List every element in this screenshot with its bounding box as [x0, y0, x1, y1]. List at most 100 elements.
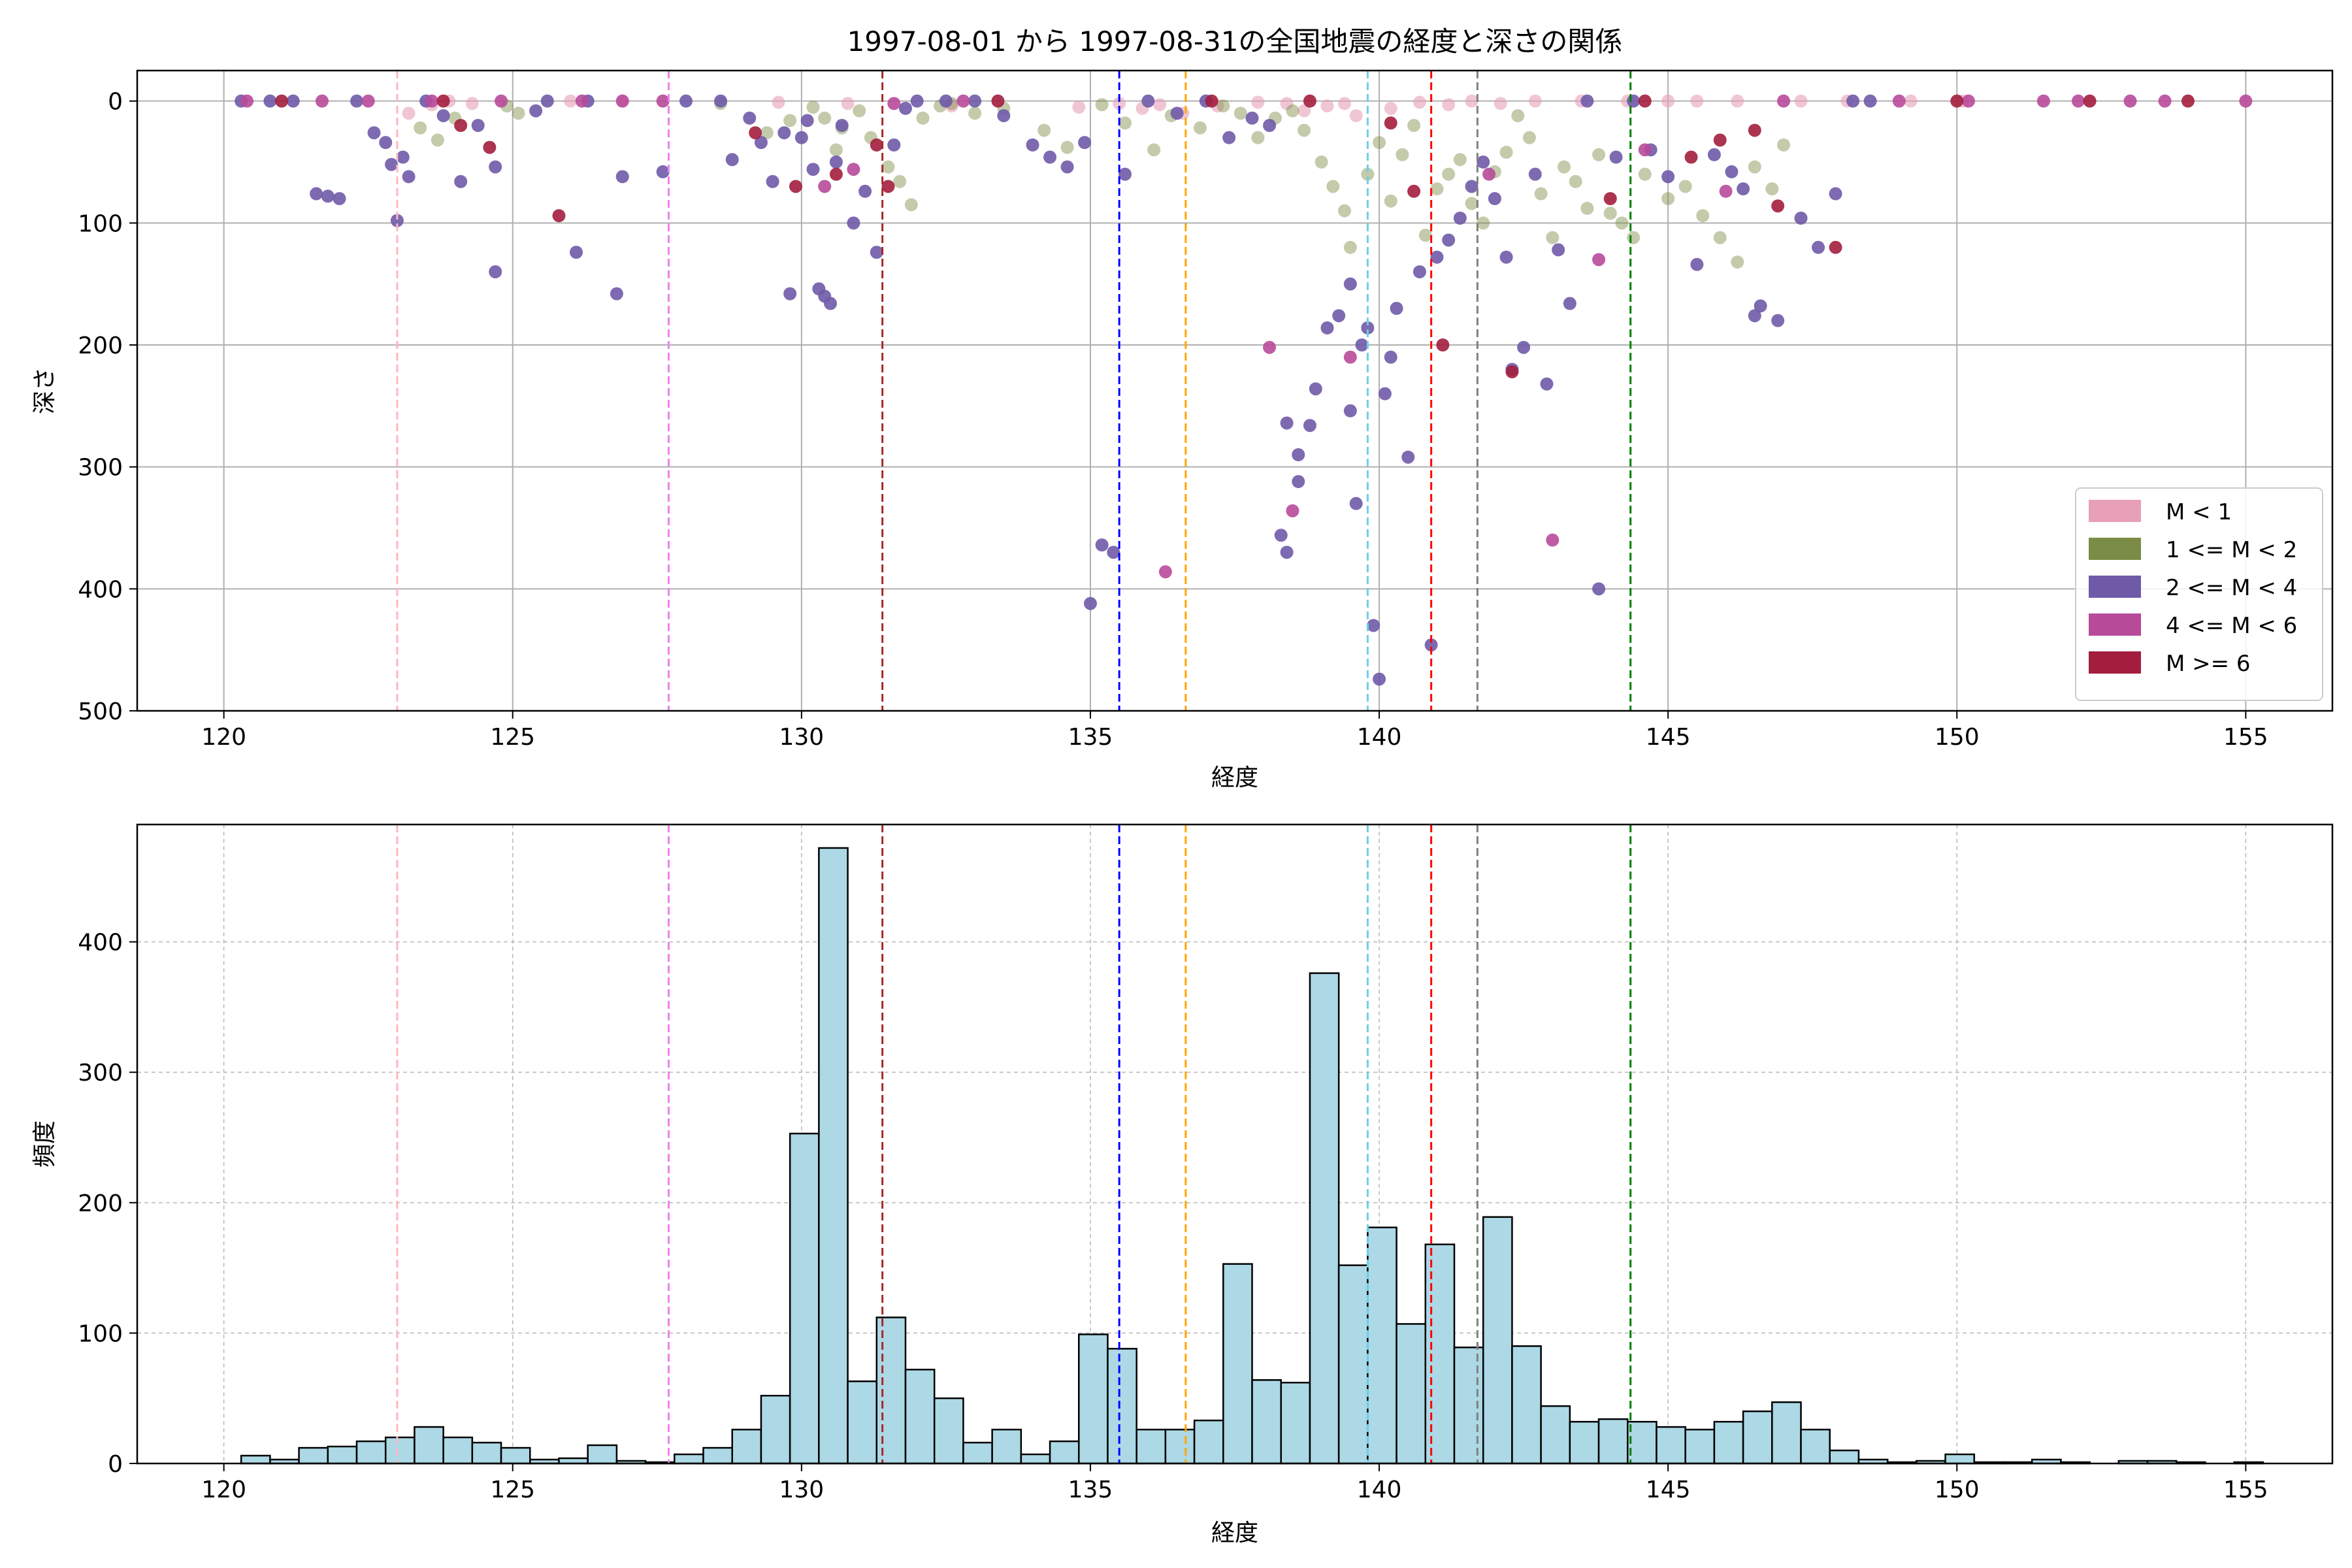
scatter-point: [1338, 204, 1351, 218]
scatter-point: [1303, 94, 1316, 108]
scatter-panel: 1997-08-01 から 1997-08-31の全国地震の経度と深さの関係 1…: [31, 25, 2334, 791]
scatter-point: [1251, 95, 1265, 109]
histogram-bar: [818, 847, 849, 1465]
scatter-points: [235, 94, 2253, 686]
histogram-bar: [1771, 1401, 1802, 1465]
scatter-point: [800, 114, 814, 127]
scatter-point: [454, 174, 468, 188]
scatter-point: [1505, 365, 1519, 379]
scatter-point: [1477, 155, 1490, 169]
scatter-point: [1453, 211, 1467, 225]
chart-title: 1997-08-01 から 1997-08-31の全国地震の経度と深さの関係: [847, 25, 1623, 57]
histogram-bars: [240, 847, 2264, 1465]
scatter-point: [1418, 229, 1432, 242]
scatter-y-tick-label: 0: [108, 89, 123, 116]
histogram-reference-lines: [396, 825, 1632, 1463]
scatter-point: [991, 94, 1005, 108]
scatter-point: [1320, 321, 1334, 335]
scatter-point: [1338, 97, 1351, 110]
scatter-point: [968, 106, 982, 120]
scatter-point: [1315, 155, 1328, 169]
scatter-point: [575, 94, 589, 108]
legend-label: M < 1: [2166, 499, 2232, 525]
scatter-point: [1748, 123, 1761, 137]
scatter-point: [1043, 150, 1057, 164]
scatter-point: [1725, 165, 1739, 178]
scatter-point: [1245, 111, 1259, 125]
scatter-x-tick-label: 150: [1935, 724, 1980, 751]
scatter-y-label: 深さ: [31, 367, 58, 414]
scatter-point: [1384, 194, 1397, 208]
scatter-point: [956, 94, 970, 108]
scatter-x-tick-label: 145: [1646, 724, 1691, 751]
scatter-point: [1292, 448, 1305, 461]
scatter-point: [379, 136, 393, 150]
histogram-bar: [1482, 1216, 1513, 1465]
scatter-point: [367, 126, 381, 140]
scatter-point: [1661, 192, 1675, 205]
scatter-point: [968, 94, 982, 108]
scatter-point: [275, 94, 289, 108]
scatter-point: [1846, 94, 1860, 108]
histogram-bar: [355, 1440, 387, 1465]
scatter-point: [350, 94, 363, 108]
scatter-point: [1707, 148, 1721, 161]
scatter-x-label: 経度: [1211, 764, 1258, 791]
histogram-bar: [731, 1428, 762, 1465]
legend-swatch: [2089, 576, 2141, 598]
scatter-point: [1528, 94, 1542, 108]
scatter-x-ticks: 120 125 130 135 140 145 150 155: [201, 711, 2268, 751]
scatter-point: [841, 97, 855, 110]
scatter-point: [1713, 231, 1727, 244]
histogram-bar: [414, 1426, 444, 1465]
histogram-bar: [1078, 1333, 1109, 1465]
scatter-point: [240, 94, 253, 108]
scatter-point: [396, 150, 410, 164]
scatter-point: [1777, 94, 1790, 108]
scatter-point: [540, 94, 554, 108]
scatter-point: [1777, 138, 1790, 152]
scatter-point: [2036, 94, 2050, 108]
scatter-reference-lines: [396, 71, 1632, 711]
scatter-point: [1731, 94, 1744, 108]
histogram-bar: [1251, 1379, 1282, 1465]
histogram-bar: [962, 1441, 993, 1465]
scatter-point: [2123, 94, 2137, 108]
scatter-point: [847, 163, 860, 176]
legend-label: 1 <= M < 2: [2166, 537, 2297, 563]
histogram-bar: [327, 1445, 358, 1465]
scatter-point: [1343, 404, 1357, 417]
scatter-point: [783, 287, 797, 301]
histogram-bar: [1511, 1345, 1542, 1465]
histogram-bar: [760, 1394, 791, 1465]
scatter-point: [1465, 197, 1478, 210]
histogram-bar: [1367, 1226, 1397, 1465]
scatter-point: [1904, 94, 1918, 108]
legend-label: 2 <= M < 4: [2166, 575, 2297, 601]
scatter-point: [402, 106, 416, 120]
histogram-y-tick-label: 100: [78, 1320, 123, 1347]
histogram-bar: [1135, 1428, 1167, 1465]
scatter-point: [610, 287, 623, 301]
scatter-point: [1083, 596, 1097, 610]
scatter-point: [829, 155, 843, 169]
histogram-x-tick-label: 135: [1068, 1477, 1113, 1503]
scatter-x-tick-label: 135: [1068, 724, 1113, 751]
scatter-point: [310, 187, 323, 201]
scatter-point: [1193, 121, 1207, 135]
scatter-point: [1153, 98, 1167, 112]
histogram-bar: [1944, 1453, 1976, 1465]
scatter-point: [1592, 253, 1606, 267]
scatter-point: [465, 97, 479, 110]
scatter-x-tick-label: 120: [201, 724, 246, 751]
histogram-bar: [1107, 1348, 1137, 1465]
histogram-bar: [789, 1132, 820, 1465]
histogram-bar: [847, 1380, 878, 1465]
histogram-x-tick-label: 145: [1646, 1477, 1691, 1503]
scatter-point: [1298, 123, 1311, 137]
histogram-bar: [904, 1369, 936, 1465]
scatter-point: [489, 160, 502, 174]
scatter-point: [1095, 98, 1109, 112]
histogram-bar: [1049, 1440, 1080, 1465]
